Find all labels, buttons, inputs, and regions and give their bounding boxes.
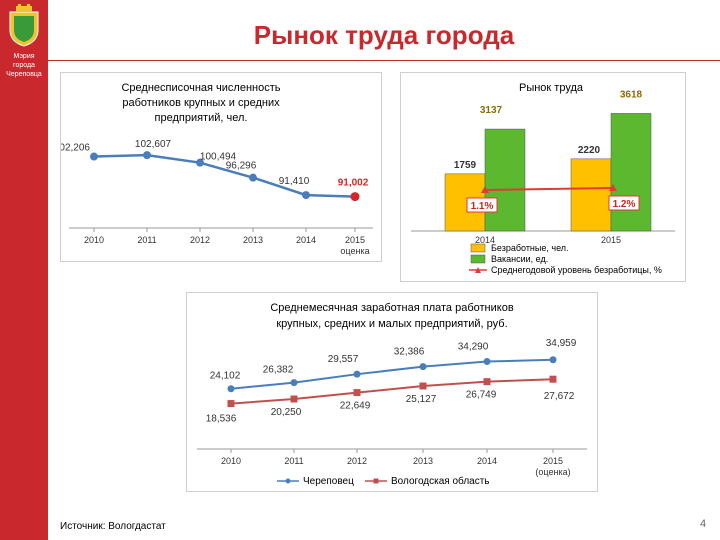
chart-title: Среднесписочная численность: [121, 82, 280, 94]
data-point: [227, 385, 235, 393]
x-tick-label: (оценка): [535, 467, 570, 477]
x-tick-label: 2011: [137, 235, 156, 245]
data-point: [483, 378, 491, 386]
x-tick-label: 2010: [221, 456, 241, 466]
data-label: 20,250: [271, 407, 302, 418]
x-tick-label: 2013: [243, 235, 263, 245]
data-point: [549, 375, 557, 383]
data-label: 96,296: [226, 161, 257, 172]
labor-market-chart: Рынок труда 1759 2220 3137 3618 1.1% 1.2% 2014 2…: [411, 82, 675, 275]
data-point: [227, 400, 235, 408]
chart-title: работников крупных и средних: [122, 97, 280, 109]
data-label: 18,536: [206, 414, 237, 425]
data-label: 32,386: [394, 347, 425, 358]
data-point: [143, 151, 151, 160]
legend-entry: Безработные, чел.: [491, 243, 569, 253]
legend-marker: [373, 478, 379, 484]
x-tick-label: 2013: [413, 456, 433, 466]
legend-entry: Среднегодовой уровень безработицы, %: [491, 265, 662, 275]
rate-label: 1.1%: [471, 201, 494, 212]
unemployed-bar: [570, 158, 612, 232]
data-label: 34,959: [546, 338, 577, 349]
x-tick-label: 2015: [543, 456, 563, 466]
org-name: Мэрия города Череповца: [6, 53, 42, 78]
x-tick-label: 2014: [477, 456, 497, 466]
title-divider: [48, 60, 720, 61]
data-point: [350, 192, 360, 202]
data-point: [290, 395, 298, 403]
data-label: 102,206: [61, 143, 90, 154]
labor-market-chart-panel: Рынок труда 1759 2220 3137 3618 1.1% 1.2% 2014 2…: [400, 72, 686, 282]
legend-swatch: [470, 243, 486, 253]
data-point: [249, 173, 257, 182]
data-label: 3618: [620, 89, 643, 100]
rate-marker: [609, 184, 617, 191]
legend-marker: [285, 478, 291, 484]
x-tick-label: 2011: [284, 456, 303, 466]
rate-label-box: [608, 195, 640, 211]
data-point: [290, 379, 298, 387]
chart-title: крупных, средних и малых предприятий, ру…: [276, 318, 507, 330]
data-label: 102,607: [135, 139, 172, 150]
data-label: 1759: [454, 160, 477, 171]
data-label: 27,672: [544, 391, 575, 402]
salary-chart-panel: Среднемесячная заработная плата работник…: [186, 292, 598, 492]
vacancies-bar: [484, 128, 526, 232]
data-point: [353, 389, 361, 397]
data-label: 22,649: [340, 401, 371, 412]
x-tick-label: 2012: [190, 235, 210, 245]
data-label: 26,382: [263, 365, 294, 376]
x-tick-label: 2015: [601, 235, 621, 245]
data-label: 26,749: [466, 390, 497, 401]
data-label: 25,127: [406, 394, 437, 405]
employment-chart-panel: Среднесписочная численность работников кр…: [54, 72, 382, 262]
x-tick-label: 2015: [345, 235, 365, 245]
page-title: Рынок труда города: [253, 20, 515, 50]
data-label: 100,494: [200, 152, 237, 163]
vacancies-bar: [610, 113, 652, 232]
data-point: [90, 152, 98, 161]
legend-entry: Вакансии, ед.: [491, 254, 548, 264]
rate-marker: [481, 186, 489, 193]
data-label: 3137: [480, 105, 503, 116]
rate-label: 1.2%: [613, 199, 636, 210]
x-tick-label: 2010: [84, 235, 104, 245]
chart-title: Среднемесячная заработная плата работник…: [270, 302, 513, 314]
legend-entry: Череповец: [303, 476, 354, 487]
cherepovets-series-line: [230, 358, 554, 390]
salary-chart: Среднемесячная заработная плата работник…: [197, 302, 587, 487]
data-point: [302, 191, 310, 200]
data-label: 2220: [578, 145, 601, 156]
legend-swatch: [470, 254, 486, 264]
data-label: 24,102: [210, 371, 241, 382]
data-point: [549, 356, 557, 364]
x-tick-label: 2014: [296, 235, 316, 245]
chart-title: Рынок труда: [519, 82, 584, 94]
data-label: 91,002: [338, 178, 369, 189]
data-label: 29,557: [328, 354, 359, 365]
unemployment-rate-line: [484, 187, 614, 191]
x-tick-label: 2014: [475, 235, 495, 245]
data-point: [419, 382, 427, 390]
x-tick-label: оценка: [340, 246, 369, 256]
coat-of-arms-icon: [9, 4, 39, 47]
vologda-series-line: [230, 378, 554, 405]
data-point: [483, 358, 491, 366]
data-point: [353, 370, 361, 378]
data-label: 34,290: [458, 342, 489, 353]
source-note: Источник: Вологдастат: [60, 521, 166, 532]
page-number: 4: [700, 518, 707, 530]
data-label: 91,410: [279, 176, 310, 187]
x-tick-label: 2012: [347, 456, 367, 466]
employment-series-line: [93, 153, 356, 198]
data-point: [419, 363, 427, 371]
sidebar: Мэрия города Череповца: [0, 0, 48, 540]
legend-entry: Вологодская область: [391, 475, 490, 487]
chart-title: предприятий, чел.: [155, 112, 248, 124]
data-point: [196, 158, 204, 167]
employment-chart: Среднесписочная численность работников кр…: [54, 82, 373, 256]
legend-marker: [475, 267, 481, 273]
rate-label-box: [466, 197, 498, 213]
